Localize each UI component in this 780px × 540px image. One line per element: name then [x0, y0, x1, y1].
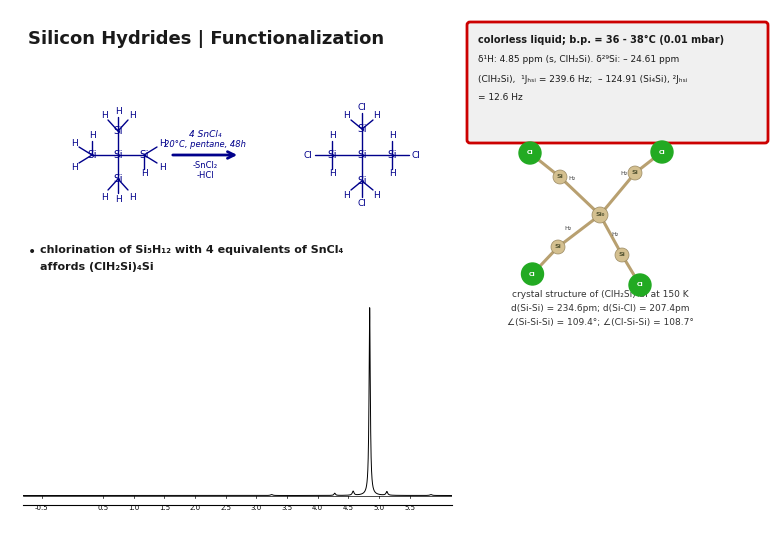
- Text: H: H: [101, 192, 108, 201]
- Text: -HCl: -HCl: [197, 171, 214, 180]
- Text: 4.5: 4.5: [342, 505, 353, 511]
- Text: H: H: [388, 132, 395, 140]
- Text: Silicon Hydrides | Functionalization: Silicon Hydrides | Functionalization: [28, 30, 384, 48]
- Text: H: H: [374, 111, 381, 119]
- Text: Cl: Cl: [526, 151, 534, 156]
- FancyBboxPatch shape: [467, 22, 768, 143]
- Text: Cl: Cl: [303, 151, 313, 159]
- Text: H: H: [129, 192, 136, 201]
- Text: Cl: Cl: [529, 272, 536, 276]
- Text: d(Si-Si) = 234.6pm; d(Si-Cl) = 207.4pm: d(Si-Si) = 234.6pm; d(Si-Cl) = 207.4pm: [511, 304, 690, 313]
- Circle shape: [551, 240, 565, 254]
- Text: (ClH₂Si),  ¹Jₕₛᵢ = 239.6 Hz;  – 124.91 (Si₄Si), ²Jₕₛᵢ: (ClH₂Si), ¹Jₕₛᵢ = 239.6 Hz; – 124.91 (Si…: [478, 75, 687, 84]
- Text: 0.5: 0.5: [98, 505, 108, 511]
- Text: ¹H-NMR-spectrum of (H₃Si)₄Si + 4 SnCl₄ after 48 h: ¹H-NMR-spectrum of (H₃Si)₄Si + 4 SnCl₄ a…: [111, 489, 320, 498]
- Text: Si: Si: [113, 174, 122, 184]
- Circle shape: [615, 248, 629, 262]
- Text: -0.5: -0.5: [35, 505, 48, 511]
- Circle shape: [592, 207, 608, 223]
- Text: Si: Si: [619, 253, 626, 258]
- Text: δ¹H: 4.85 ppm (s, ClH₂Si). δ²⁹Si: – 24.61 ppm: δ¹H: 4.85 ppm (s, ClH₂Si). δ²⁹Si: – 24.6…: [478, 55, 679, 64]
- Text: 2.0: 2.0: [190, 505, 200, 511]
- Text: Si: Si: [555, 245, 562, 249]
- Circle shape: [628, 166, 642, 180]
- Text: H: H: [71, 163, 77, 172]
- Text: Si: Si: [327, 150, 337, 160]
- Text: Si: Si: [139, 150, 149, 160]
- Text: H₂: H₂: [565, 226, 572, 231]
- Text: colorless liquid; b.p. = 36 - 38°C (0.01 mbar): colorless liquid; b.p. = 36 - 38°C (0.01…: [478, 35, 724, 45]
- Text: H: H: [328, 132, 335, 140]
- Text: 5.5: 5.5: [404, 505, 415, 511]
- Text: Cl: Cl: [658, 150, 665, 154]
- Text: H: H: [140, 170, 147, 179]
- Text: Si: Si: [557, 174, 563, 179]
- Text: Si: Si: [357, 176, 367, 186]
- Text: H₂: H₂: [569, 176, 576, 181]
- Text: H: H: [101, 111, 108, 119]
- Text: Cl: Cl: [636, 282, 643, 287]
- Text: H: H: [129, 111, 136, 119]
- Text: H: H: [115, 194, 122, 204]
- Text: Si: Si: [357, 150, 367, 160]
- Text: H: H: [89, 132, 95, 140]
- Text: 1.5: 1.5: [159, 505, 170, 511]
- Text: Cl: Cl: [412, 151, 420, 159]
- Text: •: •: [28, 245, 36, 259]
- Text: H: H: [71, 138, 77, 147]
- Text: Cl: Cl: [357, 199, 367, 207]
- Text: 4.0: 4.0: [312, 505, 323, 511]
- Text: Si: Si: [387, 150, 397, 160]
- Circle shape: [651, 141, 673, 163]
- Text: H: H: [115, 106, 122, 116]
- Text: Si: Si: [632, 171, 638, 176]
- Text: H: H: [158, 138, 165, 147]
- Text: 20°C, pentane, 48h: 20°C, pentane, 48h: [164, 140, 246, 149]
- Text: Si: Si: [87, 150, 97, 160]
- Text: Si: Si: [113, 126, 122, 136]
- Text: ∠(Si-Si-Si) = 109.4°; ∠(Cl-Si-Si) = 108.7°: ∠(Si-Si-Si) = 109.4°; ∠(Cl-Si-Si) = 108.…: [506, 318, 693, 327]
- Text: -SnCl₂: -SnCl₂: [193, 161, 218, 170]
- Text: 2.5: 2.5: [220, 505, 231, 511]
- Circle shape: [519, 142, 541, 164]
- Text: = 12.6 Hz: = 12.6 Hz: [478, 93, 523, 102]
- Text: H: H: [158, 163, 165, 172]
- Text: H: H: [344, 111, 350, 119]
- Circle shape: [522, 263, 544, 285]
- Circle shape: [629, 274, 651, 296]
- Text: crystal structure of (ClH₂Si)₄Si at 150 K: crystal structure of (ClH₂Si)₄Si at 150 …: [512, 290, 688, 299]
- Text: H: H: [388, 170, 395, 179]
- Text: Si: Si: [357, 124, 367, 134]
- Text: 3.5: 3.5: [282, 505, 292, 511]
- Text: chlorination of Si₅H₁₂ with 4 equivalents of SnCl₄: chlorination of Si₅H₁₂ with 4 equivalent…: [40, 245, 343, 255]
- Text: affords (ClH₂Si)₄Si: affords (ClH₂Si)₄Si: [40, 262, 154, 272]
- Text: Cl: Cl: [357, 103, 367, 111]
- Text: H: H: [328, 170, 335, 179]
- Text: H₂: H₂: [612, 233, 619, 238]
- Text: H: H: [344, 191, 350, 199]
- Text: Si: Si: [113, 150, 122, 160]
- Text: 1.0: 1.0: [128, 505, 140, 511]
- Circle shape: [553, 170, 567, 184]
- Text: H₂: H₂: [621, 171, 628, 176]
- Text: H: H: [374, 191, 381, 199]
- Text: 4 SnCl₄: 4 SnCl₄: [189, 130, 222, 139]
- Text: 3.0: 3.0: [250, 505, 262, 511]
- Text: Si₀: Si₀: [595, 213, 604, 218]
- Text: 5.0: 5.0: [374, 505, 385, 511]
